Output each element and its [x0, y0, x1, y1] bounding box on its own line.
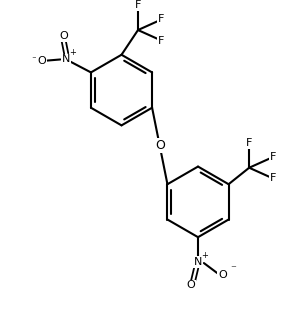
Text: N: N — [194, 257, 202, 267]
Text: +: + — [201, 251, 208, 260]
Text: F: F — [158, 14, 165, 24]
Text: F: F — [135, 0, 141, 10]
Text: F: F — [270, 152, 276, 162]
Text: F: F — [246, 138, 252, 148]
Text: ⁻: ⁻ — [31, 56, 37, 66]
Text: O: O — [155, 140, 165, 152]
Text: O: O — [186, 280, 195, 290]
Text: O: O — [37, 56, 46, 66]
Text: O: O — [59, 31, 68, 41]
Text: N: N — [62, 54, 70, 65]
Text: +: + — [69, 48, 76, 58]
Text: F: F — [158, 36, 165, 46]
Text: ⁻: ⁻ — [230, 264, 236, 274]
Text: O: O — [218, 270, 227, 280]
Text: F: F — [270, 173, 276, 183]
